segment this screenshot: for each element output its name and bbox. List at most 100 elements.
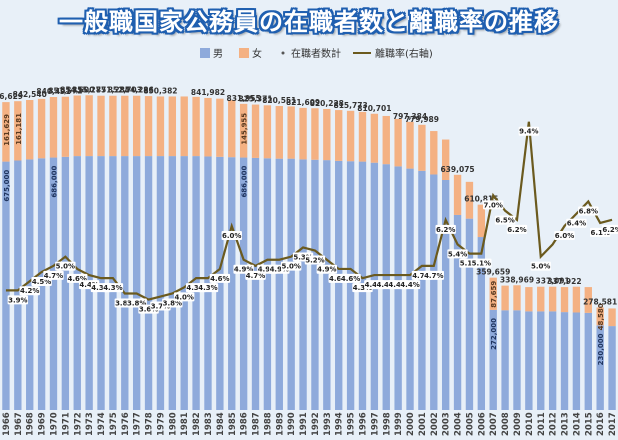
rate-label-2016: 6.1%: [590, 229, 609, 237]
rate-label-1992: 5.2%: [305, 257, 324, 265]
label-total-1977: 854,286: [120, 86, 154, 95]
legend-total-label: 在職者数計: [291, 47, 341, 60]
bar-female-2005: [465, 181, 474, 219]
bar-male-1980: [168, 156, 177, 410]
bar-female-1987: [251, 104, 260, 158]
label-total-1986: 831,955: [227, 94, 261, 103]
bar-male-1981: [180, 156, 188, 410]
rate-label-1990: 5.0%: [281, 263, 300, 271]
bar-female-1972: [73, 95, 81, 157]
x-tick-1966: 1966: [2, 412, 12, 436]
bar-male-1995: [346, 161, 355, 410]
label-total-2000: 797,384: [393, 112, 427, 121]
rate-label-bg-2007: [483, 200, 504, 210]
x-tick-2015: 2015: [584, 412, 594, 436]
x-tick-1981: 1981: [180, 412, 190, 436]
rate-label-2014: 6.4%: [567, 220, 586, 228]
bar-female-1978: [144, 96, 153, 157]
bar-female-1967: [14, 101, 22, 161]
rate-label-1971: 5.0%: [56, 263, 75, 271]
label-total-2007: 359,659: [476, 268, 510, 277]
x-tick-1998: 1998: [382, 412, 392, 436]
bar-female-1992: [311, 108, 319, 160]
rate-label-bg-2000: [399, 280, 421, 290]
bar-female-2011: [537, 286, 545, 312]
x-tick-1970: 1970: [49, 412, 59, 436]
x-tick-2004: 2004: [454, 412, 464, 436]
rate-label-bg-1990: [280, 261, 302, 271]
bar-male-2012: [548, 311, 557, 410]
x-tick-1984: 1984: [216, 412, 226, 436]
rate-label-1993: 4.9%: [317, 266, 336, 274]
x-tick-2005: 2005: [465, 412, 475, 436]
rate-label-1998: 4.4%: [377, 281, 396, 289]
rate-label-bg-2014: [566, 218, 587, 228]
x-tick-1999: 1999: [394, 412, 404, 436]
bar-female-2014: [572, 286, 581, 313]
bar-male-2000: [406, 168, 414, 410]
x-tick-1994: 1994: [335, 412, 345, 436]
x-tick-1974: 1974: [97, 412, 107, 436]
x-tick-2017: 2017: [608, 412, 618, 436]
rate-label-1973: 4.4%: [79, 281, 98, 289]
bar-male-1985: [228, 157, 236, 410]
label-total-1993: 820,228: [310, 99, 344, 108]
bar-female-1989: [275, 106, 283, 159]
label-total-2006: 610,815: [464, 195, 498, 204]
x-tick-2016: 2016: [596, 412, 606, 436]
rate-label-1984: 4.6%: [210, 275, 229, 283]
legend: 男 女 在職者数計 離職率(右軸): [200, 47, 433, 60]
x-tick-1990: 1990: [287, 412, 297, 436]
bar-male-2005: [465, 218, 474, 410]
rate-label-bg-2003: [435, 224, 456, 234]
bar-male-1970: [49, 157, 58, 410]
bar-male-1992: [311, 159, 319, 410]
rate-label-bg-2009: [506, 224, 528, 234]
rate-label-1977: 3.8%: [127, 299, 146, 307]
x-tick-2008: 2008: [501, 412, 511, 436]
bar-male-2001: [418, 170, 426, 410]
bar-female-1984: [216, 98, 224, 157]
x-tick-2011: 2011: [537, 412, 547, 436]
bar-male-1994: [335, 160, 343, 410]
label-total-1976: 852,703: [108, 86, 142, 95]
bar-female-2015: [584, 287, 592, 313]
rate-label-2017: 6.2%: [602, 226, 618, 234]
bar-male-1982: [192, 156, 200, 410]
label-male-1966: 675,000: [3, 170, 11, 202]
label-male-1970: 686,000: [50, 166, 58, 198]
rate-label-2011: 5.0%: [531, 263, 550, 271]
rate-label-1969: 4.5%: [32, 278, 51, 286]
x-tick-1992: 1992: [311, 412, 321, 436]
bar-male-2006: [477, 237, 486, 410]
bar-female-2012: [548, 286, 557, 312]
rate-label-2004: 5.4%: [448, 250, 467, 258]
x-tick-1971: 1971: [61, 412, 71, 436]
bar-male-1977: [132, 156, 141, 410]
x-tick-2012: 2012: [549, 412, 559, 436]
bar-male-1990: [287, 158, 295, 410]
rate-label-1991: 5.3%: [293, 253, 312, 261]
rate-label-1978: 3.6%: [139, 306, 158, 314]
x-tick-1968: 1968: [26, 412, 36, 436]
bar-male-1971: [61, 156, 70, 410]
bar-male-1975: [109, 156, 117, 410]
rate-label-1989: 4.9%: [270, 266, 289, 274]
rate-label-1970: 4.7%: [44, 272, 63, 280]
rate-label-1967: 3.9%: [8, 296, 27, 304]
rate-label-2013: 6.0%: [555, 232, 574, 240]
x-tick-1995: 1995: [347, 412, 357, 436]
bar-male-1967: [14, 160, 22, 410]
rate-label-2007: 7.0%: [484, 201, 503, 209]
label-total-1968: 842,540: [13, 90, 47, 99]
label-total-2013: 337,922: [547, 277, 581, 286]
bar-male-1978: [144, 156, 153, 410]
label-total-1995: 815,773: [334, 101, 368, 110]
bar-female-1996: [358, 111, 367, 162]
rate-label-bg-1971: [55, 261, 76, 271]
label-total-1983: 841,982: [191, 88, 225, 97]
x-tick-1991: 1991: [299, 412, 309, 436]
label-total-2009: 338,969: [500, 275, 534, 284]
rate-label-bg-2004: [447, 249, 468, 259]
bar-female-1977: [132, 95, 141, 157]
